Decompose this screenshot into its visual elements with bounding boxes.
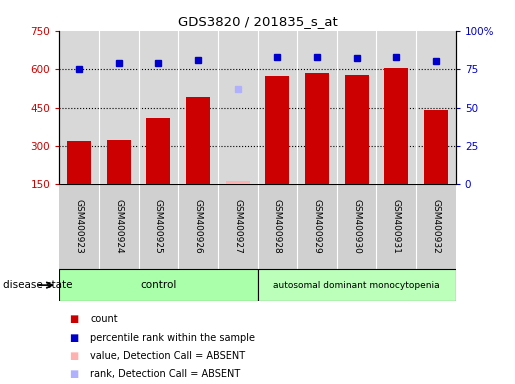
- Text: GSM400931: GSM400931: [392, 199, 401, 254]
- Bar: [67, 141, 91, 184]
- Bar: [107, 139, 131, 184]
- Text: ■: ■: [70, 314, 79, 324]
- Text: GSM400925: GSM400925: [154, 199, 163, 254]
- Text: GSM400927: GSM400927: [233, 199, 242, 254]
- Bar: [178, 184, 218, 269]
- Bar: [218, 184, 258, 269]
- Text: rank, Detection Call = ABSENT: rank, Detection Call = ABSENT: [90, 369, 241, 379]
- Text: count: count: [90, 314, 118, 324]
- Bar: [258, 269, 456, 301]
- Bar: [99, 184, 139, 269]
- Text: control: control: [140, 280, 177, 290]
- Text: percentile rank within the sample: percentile rank within the sample: [90, 333, 255, 343]
- Bar: [265, 76, 289, 184]
- Bar: [59, 184, 99, 269]
- Bar: [416, 184, 456, 269]
- Bar: [424, 110, 448, 184]
- Text: GSM400924: GSM400924: [114, 199, 123, 254]
- Text: autosomal dominant monocytopenia: autosomal dominant monocytopenia: [273, 281, 440, 290]
- Title: GDS3820 / 201835_s_at: GDS3820 / 201835_s_at: [178, 15, 337, 28]
- Text: GSM400926: GSM400926: [194, 199, 202, 254]
- Text: value, Detection Call = ABSENT: value, Detection Call = ABSENT: [90, 351, 245, 361]
- Bar: [139, 184, 178, 269]
- Bar: [226, 181, 250, 184]
- Text: ■: ■: [70, 351, 79, 361]
- Bar: [376, 184, 416, 269]
- Bar: [146, 118, 170, 184]
- Text: GSM400923: GSM400923: [75, 199, 83, 254]
- Text: ■: ■: [70, 333, 79, 343]
- Text: disease state: disease state: [3, 280, 72, 290]
- Text: GSM400932: GSM400932: [432, 199, 440, 254]
- Bar: [186, 97, 210, 184]
- Bar: [384, 68, 408, 184]
- Bar: [59, 269, 258, 301]
- Text: ■: ■: [70, 369, 79, 379]
- Bar: [305, 73, 329, 184]
- Bar: [345, 75, 369, 184]
- Bar: [337, 184, 376, 269]
- Text: GSM400930: GSM400930: [352, 199, 361, 254]
- Bar: [258, 184, 297, 269]
- Bar: [297, 184, 337, 269]
- Text: GSM400929: GSM400929: [313, 199, 321, 254]
- Text: GSM400928: GSM400928: [273, 199, 282, 254]
